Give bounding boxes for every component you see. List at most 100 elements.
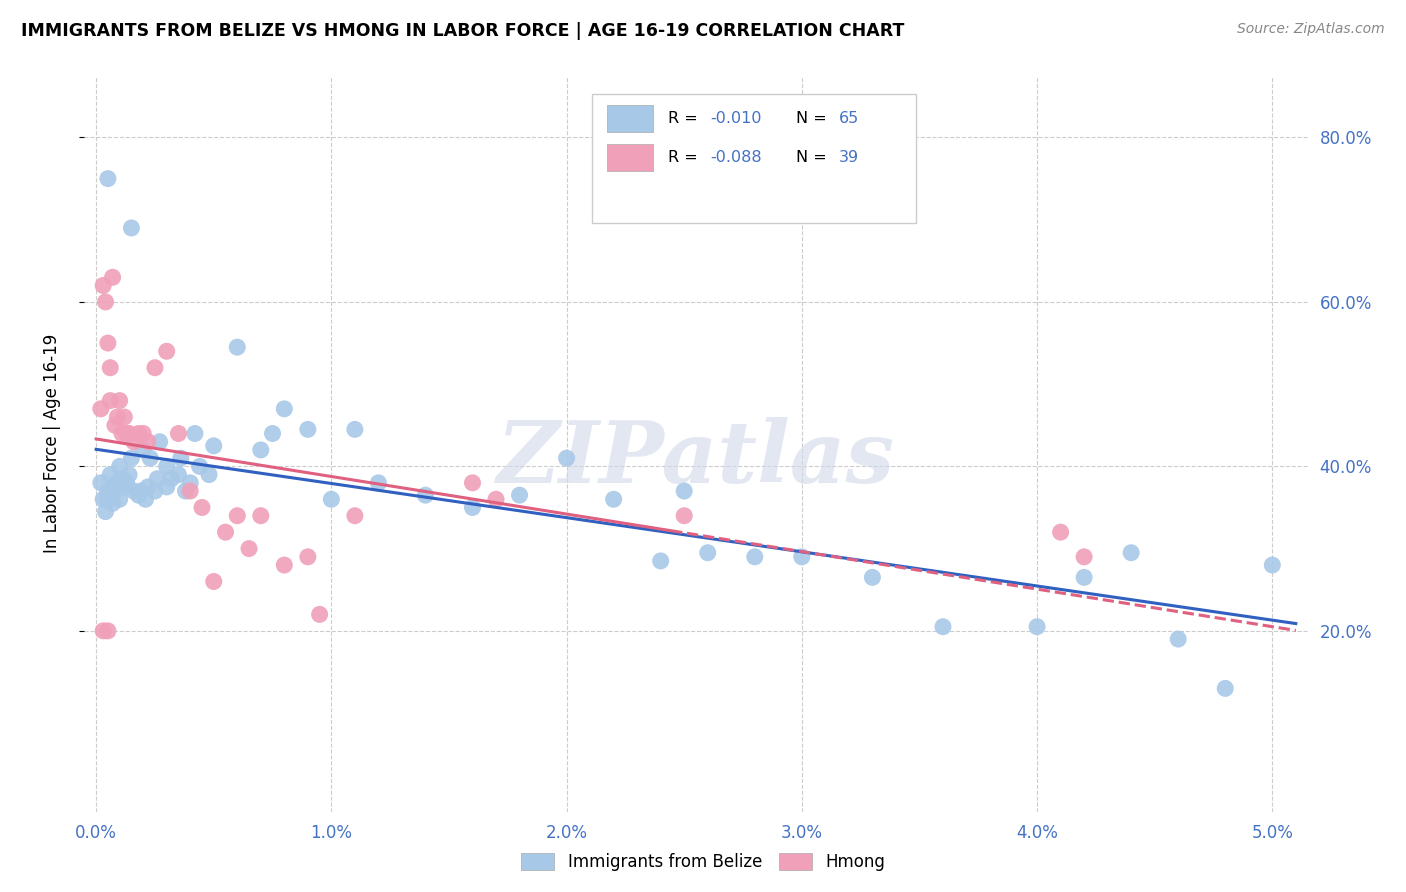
Point [143,360,166,375]
Point [91,624,114,638]
Point [135,492,157,507]
Point [273,401,295,416]
Point [149,434,172,449]
Point [602,492,624,507]
Point [343,508,366,523]
Point [262,426,284,441]
Point [297,422,319,436]
Point [249,442,271,457]
FancyBboxPatch shape [606,144,654,171]
Point [184,426,207,441]
Point [170,451,193,466]
Point [111,426,134,441]
Point [111,472,134,486]
Point [461,475,484,490]
Text: N =: N = [796,111,832,126]
Point [98,393,121,408]
Point [120,221,142,235]
Point [860,570,883,584]
Legend: Immigrants from Belize, Hmong: Immigrants from Belize, Hmong [513,845,893,880]
Point [97,171,120,186]
Point [367,475,389,490]
Text: N =: N = [796,150,832,165]
Point [143,484,166,499]
Point [97,484,120,499]
Point [191,500,214,515]
Point [118,426,141,441]
Point [101,496,124,510]
Point [98,360,121,375]
Text: -0.088: -0.088 [710,150,762,165]
Point [485,492,508,507]
Point [1121,546,1143,560]
Point [112,480,135,494]
Point [226,340,249,354]
Point [98,467,121,482]
Point [238,541,260,556]
Point [167,467,190,482]
Point [343,422,366,436]
Point [112,410,135,425]
Point [136,434,159,449]
Point [790,549,813,564]
Point [146,472,169,486]
Point [167,426,190,441]
Point [156,480,179,494]
Text: R =: R = [668,111,703,126]
Point [932,620,955,634]
Point [104,484,127,499]
Point [156,459,179,474]
Point [650,554,672,568]
Point [127,426,149,441]
Point [198,467,221,482]
Point [90,401,112,416]
Point [129,484,152,499]
Point [1073,570,1095,584]
Point [555,451,578,466]
Point [1026,620,1049,634]
Point [696,546,718,560]
Point [97,624,120,638]
Text: ZIPatlas: ZIPatlas [496,417,896,500]
Point [108,393,131,408]
Point [132,426,155,441]
FancyBboxPatch shape [606,104,654,133]
Point [156,344,179,359]
Point [321,492,343,507]
Point [108,492,131,507]
Point [1167,632,1189,646]
Point [91,278,114,293]
Point [188,459,211,474]
Point [94,505,117,519]
Point [179,484,201,499]
Point [94,294,117,309]
Point [226,508,249,523]
Point [673,484,696,499]
Text: 65: 65 [839,111,859,126]
Point [105,475,128,490]
Point [90,475,112,490]
Point [461,500,484,515]
Point [120,451,142,466]
Point [115,475,138,490]
Point [122,484,145,499]
Point [127,488,149,502]
Point [308,607,330,622]
Text: -0.010: -0.010 [710,111,762,126]
Point [202,574,225,589]
Point [108,459,131,474]
Point [249,508,271,523]
Point [179,475,201,490]
Point [1073,549,1095,564]
Point [509,488,531,502]
Point [122,434,145,449]
Point [105,410,128,425]
Point [1261,558,1284,572]
Point [91,492,114,507]
Point [136,480,159,494]
FancyBboxPatch shape [592,95,917,223]
Point [297,549,319,564]
Point [273,558,295,572]
Point [673,508,696,523]
Point [1049,525,1071,540]
